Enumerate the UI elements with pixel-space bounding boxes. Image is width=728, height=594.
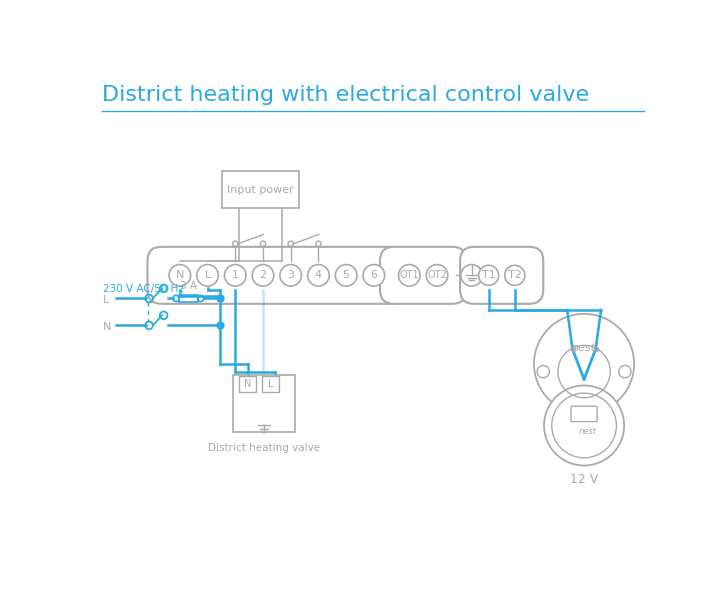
Circle shape — [461, 264, 483, 286]
Text: 3 A: 3 A — [180, 281, 197, 290]
FancyBboxPatch shape — [460, 247, 543, 304]
FancyBboxPatch shape — [162, 261, 392, 290]
Text: 12 V: 12 V — [570, 473, 598, 486]
Text: District heating valve: District heating valve — [207, 443, 320, 453]
Circle shape — [280, 264, 301, 286]
FancyBboxPatch shape — [571, 406, 597, 422]
Text: OT2: OT2 — [427, 270, 447, 280]
Text: L: L — [268, 379, 274, 389]
Text: L: L — [103, 295, 109, 305]
Bar — [222, 172, 299, 208]
Text: 3: 3 — [288, 270, 294, 280]
Circle shape — [169, 264, 191, 286]
Text: OT1: OT1 — [400, 270, 419, 280]
FancyBboxPatch shape — [148, 247, 406, 304]
FancyBboxPatch shape — [380, 247, 466, 304]
Bar — [262, 376, 279, 391]
Text: Input power: Input power — [227, 185, 294, 195]
Text: 2: 2 — [259, 270, 266, 280]
Circle shape — [478, 266, 499, 285]
Text: 5: 5 — [343, 270, 349, 280]
Circle shape — [336, 264, 357, 286]
Bar — [239, 376, 256, 391]
Text: 4: 4 — [315, 270, 322, 280]
Circle shape — [363, 264, 384, 286]
Text: nest: nest — [572, 343, 596, 353]
Text: L: L — [205, 270, 210, 280]
Circle shape — [398, 264, 420, 286]
Bar — [179, 295, 197, 302]
Text: T1: T1 — [482, 270, 496, 280]
Text: 230 V AC/50 Hz: 230 V AC/50 Hz — [103, 284, 183, 294]
Circle shape — [197, 264, 218, 286]
Text: 1: 1 — [232, 270, 239, 280]
Text: District heating with electrical control valve: District heating with electrical control… — [102, 85, 589, 105]
Bar — [233, 375, 295, 432]
Text: N: N — [175, 270, 184, 280]
Text: N: N — [103, 322, 111, 332]
Text: nest: nest — [579, 427, 597, 436]
Text: 6: 6 — [371, 270, 377, 280]
Circle shape — [224, 264, 246, 286]
Circle shape — [505, 266, 525, 285]
Circle shape — [534, 314, 634, 414]
Circle shape — [308, 264, 329, 286]
Circle shape — [426, 264, 448, 286]
Text: N: N — [244, 379, 251, 389]
Circle shape — [544, 386, 624, 466]
Circle shape — [252, 264, 274, 286]
Text: T2: T2 — [508, 270, 522, 280]
